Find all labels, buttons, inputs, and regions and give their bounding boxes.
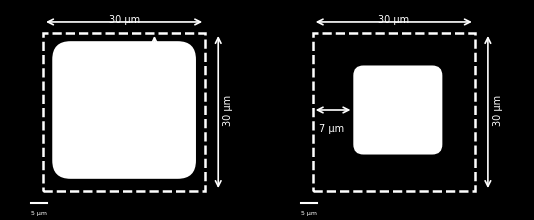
FancyBboxPatch shape — [52, 41, 196, 179]
Text: 5 μm: 5 μm — [301, 211, 317, 216]
Text: 5 μm: 5 μm — [31, 211, 47, 216]
Text: 30 μm: 30 μm — [223, 94, 233, 126]
Bar — [313, 33, 475, 191]
Text: 0.2 μm: 0.2 μm — [159, 63, 193, 73]
FancyBboxPatch shape — [354, 66, 442, 154]
Bar — [43, 33, 205, 191]
Text: 7 μm: 7 μm — [319, 124, 344, 134]
Text: 30 μm: 30 μm — [493, 94, 503, 126]
Text: 30 μm: 30 μm — [378, 15, 410, 25]
Text: 30 μm: 30 μm — [108, 15, 140, 25]
